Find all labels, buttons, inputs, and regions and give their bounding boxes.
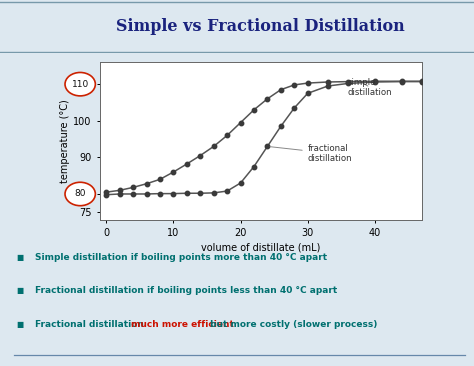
Text: ■: ■ — [17, 253, 24, 262]
Text: 110: 110 — [72, 80, 89, 89]
Text: simple
distillation: simple distillation — [348, 78, 392, 97]
Text: 80: 80 — [74, 190, 86, 198]
Text: Fractional distillation: Fractional distillation — [35, 320, 147, 329]
Y-axis label: temperature (°C): temperature (°C) — [60, 99, 70, 183]
Text: Fractional distillation if boiling points less than 40 °C apart: Fractional distillation if boiling point… — [35, 287, 337, 295]
Text: ■: ■ — [17, 287, 24, 295]
Text: Simple distillation if boiling points more than 40 °C apart: Simple distillation if boiling points mo… — [35, 253, 328, 262]
X-axis label: volume of distillate (mL): volume of distillate (mL) — [201, 242, 320, 252]
Text: much more efficient: much more efficient — [131, 320, 234, 329]
Text: ■: ■ — [17, 320, 24, 329]
Text: Simple vs Fractional Distillation: Simple vs Fractional Distillation — [116, 18, 405, 35]
Text: but more costly (slower process): but more costly (slower process) — [207, 320, 377, 329]
Text: fractional
distillation: fractional distillation — [270, 143, 352, 163]
